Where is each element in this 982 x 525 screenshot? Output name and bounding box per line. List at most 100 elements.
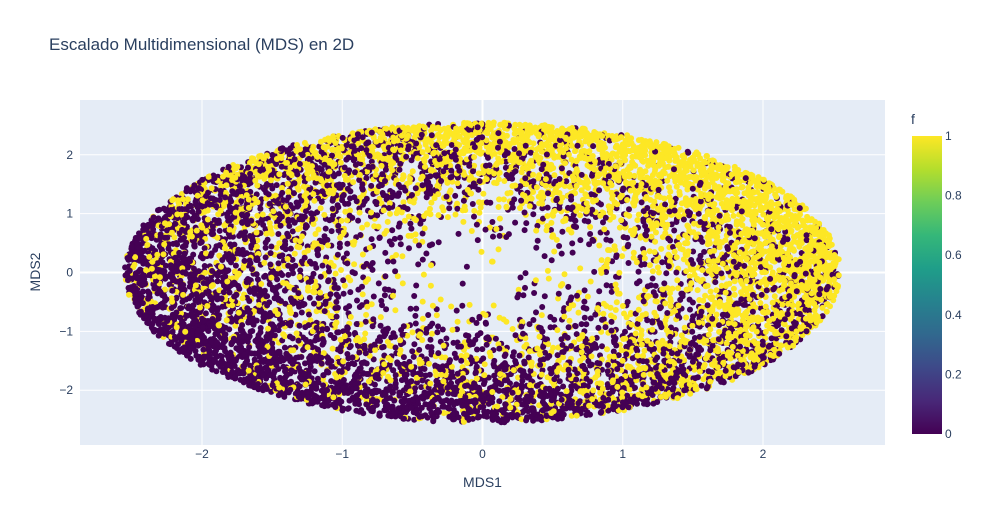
scatter-point <box>322 237 328 244</box>
scatter-point <box>537 351 543 358</box>
scatter-point <box>490 119 497 126</box>
scatter-point <box>450 406 457 413</box>
scatter-point <box>311 240 318 247</box>
scatter-point <box>583 321 590 328</box>
scatter-point <box>433 306 440 313</box>
scatter-point <box>384 258 391 265</box>
scatter-point <box>545 275 552 282</box>
scatter-point <box>542 349 549 356</box>
scatter-point <box>541 253 548 260</box>
scatter-point <box>612 246 619 253</box>
scatter-point <box>338 267 344 273</box>
scatter-point <box>624 298 631 305</box>
scatter-point <box>490 302 497 309</box>
chart-title: Escalado Multidimensional (MDS) en 2D <box>49 35 354 54</box>
scatter-point <box>491 372 498 379</box>
scatter-point <box>419 298 426 305</box>
scatter-point <box>273 182 280 189</box>
scatter-point <box>376 235 383 241</box>
scatter-point <box>578 187 585 194</box>
scatter-point <box>322 225 329 232</box>
scatter-point <box>369 323 376 330</box>
scatter-point <box>644 317 651 324</box>
scatter-point <box>333 299 340 305</box>
scatter-point <box>391 235 398 242</box>
scatter-point <box>407 305 414 312</box>
scatter-point <box>705 267 712 274</box>
scatter-point <box>370 293 377 300</box>
scatter-point <box>578 321 585 328</box>
scatter-point <box>759 221 766 228</box>
scatter-point <box>538 312 545 319</box>
scatter-point <box>359 251 366 258</box>
scatter-point <box>724 212 730 219</box>
scatter-point <box>342 208 349 215</box>
scatter-point <box>701 248 708 255</box>
scatter-point <box>590 387 597 394</box>
scatter-point <box>477 330 484 337</box>
scatter-point <box>783 195 789 202</box>
scatter-point <box>517 205 523 211</box>
scatter-point <box>298 354 305 360</box>
scatter-point <box>569 240 576 247</box>
scatter-point <box>350 179 357 186</box>
scatter-point <box>416 346 423 353</box>
scatter-point <box>340 277 347 284</box>
scatter-point <box>573 182 580 189</box>
scatter-point <box>354 297 360 304</box>
scatter-point <box>521 227 528 234</box>
scatter-point <box>652 238 659 245</box>
scatter-point <box>503 132 510 139</box>
scatter-point <box>585 218 592 225</box>
scatter-point <box>362 278 369 285</box>
scatter-point <box>522 270 529 277</box>
scatter-point <box>271 332 278 339</box>
scatter-point <box>427 380 434 387</box>
scatter-point <box>468 228 475 234</box>
scatter-point <box>671 227 678 234</box>
scatter-point <box>538 371 545 378</box>
scatter-point <box>260 216 267 223</box>
scatter-point <box>408 225 415 232</box>
scatter-point <box>381 292 388 299</box>
scatter-point <box>458 343 464 350</box>
scatter-point <box>470 168 476 175</box>
scatter-point <box>426 360 432 367</box>
scatter-point <box>440 410 447 416</box>
scatter-point <box>548 124 555 131</box>
scatter-point <box>338 398 345 405</box>
scatter-point <box>289 228 296 235</box>
scatter-point <box>285 262 292 269</box>
scatter-point <box>422 163 428 170</box>
scatter-point <box>347 343 354 349</box>
scatter-point <box>281 344 288 351</box>
scatter-point <box>329 345 336 352</box>
scatter-point <box>581 298 588 305</box>
scatter-point <box>596 380 603 387</box>
scatter-point <box>625 260 632 266</box>
scatter-point <box>541 293 548 300</box>
scatter-point <box>751 235 758 242</box>
scatter-point <box>663 327 670 334</box>
scatter-point <box>397 234 404 241</box>
scatter-point <box>656 269 662 276</box>
scatter-point <box>699 238 706 245</box>
scatter-point <box>773 340 780 347</box>
scatter-point <box>547 324 554 331</box>
scatter-point <box>596 242 603 249</box>
scatter-point <box>659 259 666 266</box>
scatter-point <box>320 372 327 379</box>
scatter-point <box>683 314 690 321</box>
scatter-point <box>587 278 594 285</box>
scatter-point <box>420 271 427 278</box>
scatter-point <box>454 205 461 212</box>
scatter-point <box>523 220 530 227</box>
scatter-point <box>254 276 261 283</box>
scatter-point <box>317 294 324 301</box>
scatter-point <box>587 231 594 237</box>
scatter-point <box>262 254 269 261</box>
scatter-point <box>565 283 572 290</box>
scatter-point <box>369 260 376 266</box>
scatter-point <box>411 416 418 423</box>
scatter-point <box>536 172 543 179</box>
